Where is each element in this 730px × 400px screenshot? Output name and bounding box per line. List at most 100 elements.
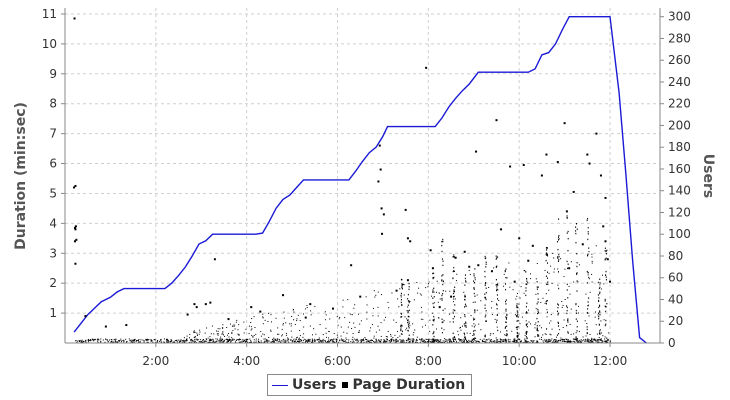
duration-dot [547,340,549,342]
duration-dot [516,320,518,322]
duration-dot [226,341,228,343]
duration-dot [146,341,148,343]
duration-dot [567,237,569,240]
duration-dot [546,283,548,286]
duration-dot [505,303,507,305]
y-right-tick-label-6: 120 [668,205,691,219]
duration-dot [588,278,590,280]
duration-dot [194,340,196,342]
duration-dot [560,339,562,341]
duration-dot [340,335,342,337]
duration-dot [503,340,505,342]
duration-dot [380,294,382,296]
duration-dot [605,319,607,322]
duration-dot [184,340,186,342]
duration-dot [564,299,566,301]
duration-dot [383,340,385,342]
duration-dot [349,321,351,323]
duration-dot [544,302,546,304]
duration-dot [219,339,221,341]
duration-dot [222,333,224,335]
duration-dot [166,340,168,342]
duration-dot [521,340,523,342]
duration-dot [328,330,330,332]
duration-dot [457,341,459,343]
duration-dot [237,334,239,336]
duration-dot [408,321,410,323]
duration-dot [83,340,85,342]
duration-dot [287,339,289,341]
duration-dot [575,336,577,338]
duration-dot [219,328,221,330]
duration-dot [413,338,415,340]
duration-dot [378,329,380,331]
duration-dot [253,341,255,343]
duration-dot [525,283,527,285]
duration-dot [312,339,314,341]
page-duration-point-5 [74,228,77,231]
duration-dot [502,339,504,341]
duration-dot [490,332,492,334]
duration-dot [306,339,308,341]
duration-dot [537,298,539,300]
duration-dot [441,341,443,343]
duration-dot [585,335,587,337]
duration-dot [137,340,139,342]
duration-dot [429,319,431,321]
duration-dot [504,270,506,272]
duration-dot [400,333,402,335]
duration-dot [570,308,572,310]
duration-dot [588,341,590,343]
duration-dot [391,338,393,340]
duration-dot [463,340,465,342]
duration-dot [585,339,587,341]
duration-dot [546,300,548,302]
duration-dot [253,339,255,341]
y-right-tick-label-0: 0 [668,336,676,350]
duration-dot [371,324,373,326]
duration-dot [249,341,251,343]
duration-dot [575,312,577,314]
duration-dot [499,331,501,333]
duration-dot [228,339,230,341]
duration-dot [472,341,474,343]
duration-dot [330,339,332,341]
duration-dot [234,328,236,330]
duration-dot [533,339,535,341]
duration-dot [476,309,478,311]
duration-dot [596,340,598,342]
duration-dot [375,339,377,341]
duration-dot [409,339,411,341]
duration-dot [525,271,527,273]
duration-dot [597,314,599,316]
y-right-tick-label-8: 160 [668,162,691,176]
duration-dot [270,330,272,332]
duration-dot [478,341,480,343]
page-duration-point-16 [209,301,212,304]
duration-dot [191,340,193,342]
duration-dot [551,328,553,330]
duration-dot [537,335,539,337]
duration-dot [191,338,193,340]
duration-dot [532,341,534,343]
duration-dot [311,341,313,343]
duration-dot [506,313,508,316]
duration-dot [484,316,486,318]
duration-dot [435,340,437,342]
duration-dot [568,341,570,343]
duration-dot [545,246,547,249]
duration-dot [566,341,568,343]
duration-dot [133,339,135,341]
duration-dot [196,339,198,341]
duration-dot [591,262,593,264]
duration-dot [496,326,498,328]
duration-dot [244,339,246,341]
duration-dot [358,331,360,333]
duration-dot [599,329,601,331]
duration-dot [474,339,476,342]
duration-dot [464,284,466,286]
duration-dot [120,338,122,340]
duration-dot [293,319,295,321]
duration-dot [232,339,234,341]
duration-dot [213,333,215,335]
